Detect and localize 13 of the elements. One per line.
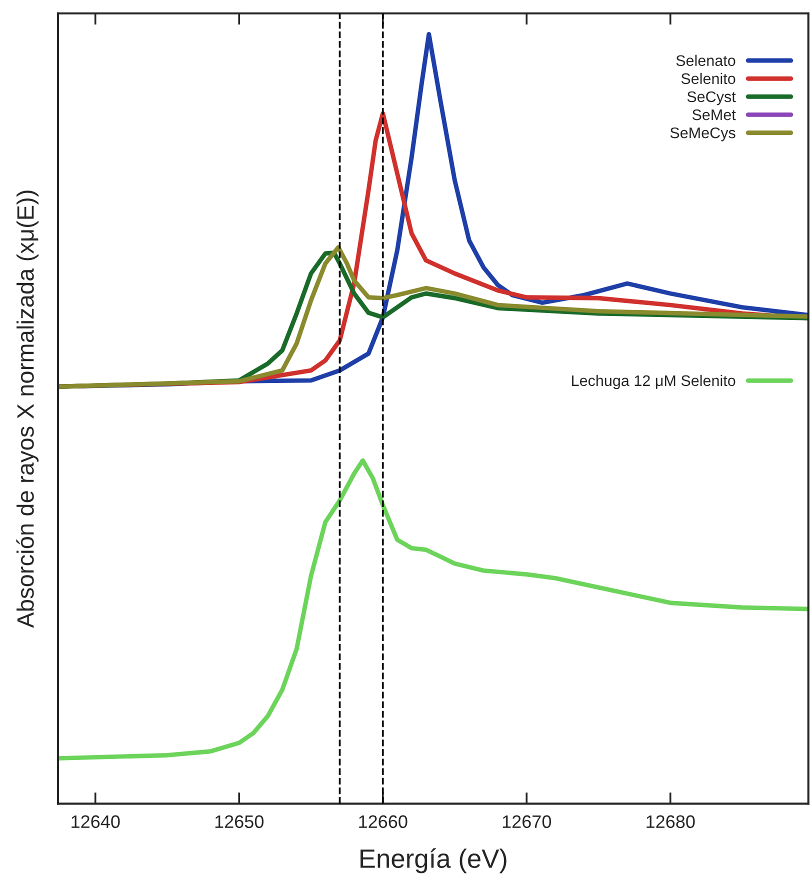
x-tick-label: 12660 — [359, 815, 408, 828]
y-axis-title: Absorción de rayos X normalizada (xμ(E)) — [16, 190, 39, 628]
x-tick-label: 12680 — [646, 815, 695, 828]
legend-label: SeMet — [692, 109, 736, 120]
x-tick-label: 12650 — [215, 815, 264, 828]
legend-label: Selenito — [681, 72, 736, 84]
legend-label: SeCyst — [687, 91, 736, 106]
legend-label: SeMeCys — [670, 127, 736, 142]
legend-label: Lechuga 12 μM Selenito — [572, 374, 736, 390]
x-tick-label: 12640 — [72, 815, 120, 828]
x-tick-label: 12670 — [502, 815, 552, 828]
x-axis-title: Energía (eV) — [360, 848, 506, 874]
legend-label: Selenato — [676, 54, 736, 66]
